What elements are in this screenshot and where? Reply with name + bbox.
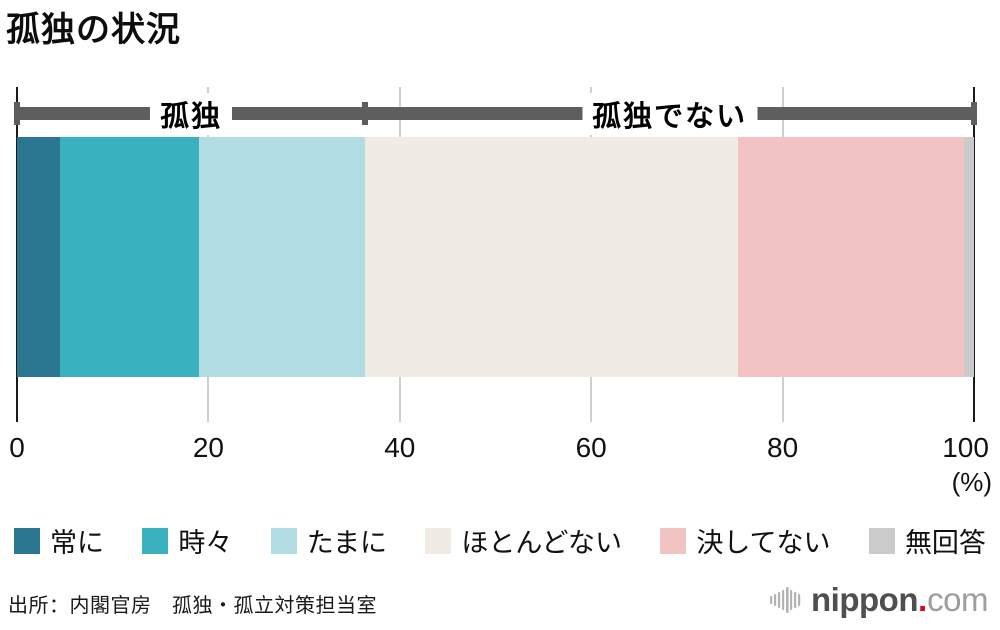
logo-dot: . (917, 581, 928, 618)
legend-swatch (270, 527, 297, 554)
bar-segment-3 (365, 137, 738, 377)
legend-label: 時々 (178, 528, 233, 558)
legend-item-1: 時々 (142, 521, 232, 560)
bracket-tick (971, 102, 977, 125)
bracket-tick (362, 102, 369, 125)
x-tick-label-100: 100 (942, 432, 989, 463)
legend-label: たまに (306, 528, 387, 558)
nippon-logo: nippon.com (769, 583, 988, 617)
bar-segment-5 (964, 137, 974, 377)
x-tick-label-80: 80 (767, 432, 799, 463)
bracket-label-0: 孤独 (150, 93, 233, 135)
bracket-tick (14, 102, 20, 125)
gridline-100 (973, 87, 975, 422)
logo-tld: com (927, 581, 988, 618)
legend: 常に 時々 たまに ほとんどない 決してない 無回答 (14, 521, 986, 560)
logo-text: nippon.com (811, 583, 988, 617)
bar-segment-1 (60, 137, 199, 377)
x-tick-label-60: 60 (575, 432, 607, 463)
chart-title: 孤独の状況 (6, 11, 181, 49)
legend-item-3: ほとんどない (425, 521, 622, 560)
legend-label: 常に (50, 528, 104, 558)
stacked-bar (17, 137, 974, 377)
legend-item-4: 決してない (660, 521, 831, 560)
x-tick-label-0: 0 (9, 432, 25, 463)
legend-swatch (425, 527, 452, 554)
legend-label: 無回答 (904, 528, 986, 558)
x-tick-label-40: 40 (384, 432, 416, 463)
bar-segment-2 (198, 137, 366, 377)
legend-item-2: たまに (270, 521, 387, 560)
logo-brand: nippon (811, 581, 918, 618)
bar-segment-4 (737, 137, 965, 377)
x-tick-label-20: 20 (192, 432, 224, 463)
legend-item-0: 常に (14, 521, 104, 560)
legend-swatch (660, 527, 687, 554)
legend-swatch (868, 527, 895, 554)
legend-label: ほとんどない (461, 528, 622, 558)
legend-swatch (142, 527, 169, 554)
bracket-label-1: 孤独でない (582, 93, 758, 135)
stacked-bar-chart: 孤独 孤独でない 0 20 40 60 80 100 (%) (9, 87, 992, 497)
soundwave-icon (770, 587, 801, 613)
source-note: 出所：内閣官房 孤独・孤立対策担当室 (8, 595, 377, 617)
legend-swatch (14, 527, 40, 554)
legend-label: 決してない (696, 528, 831, 558)
bar-segment-0 (17, 137, 61, 377)
x-axis-unit-label: (%) (951, 467, 992, 497)
legend-item-5: 無回答 (868, 521, 986, 560)
